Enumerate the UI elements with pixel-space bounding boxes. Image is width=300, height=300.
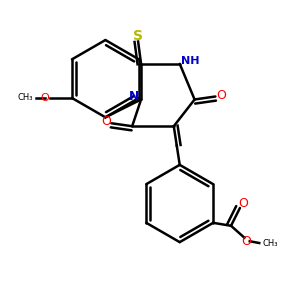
Text: N: N <box>129 90 140 103</box>
Text: O: O <box>216 88 226 101</box>
Text: NH: NH <box>181 56 200 66</box>
Text: O: O <box>40 93 49 103</box>
Text: S: S <box>133 28 143 43</box>
Text: O: O <box>241 235 251 248</box>
Text: O: O <box>238 197 248 210</box>
Text: O: O <box>101 115 111 128</box>
Text: CH₃: CH₃ <box>18 94 33 103</box>
Text: CH₃: CH₃ <box>262 238 278 247</box>
